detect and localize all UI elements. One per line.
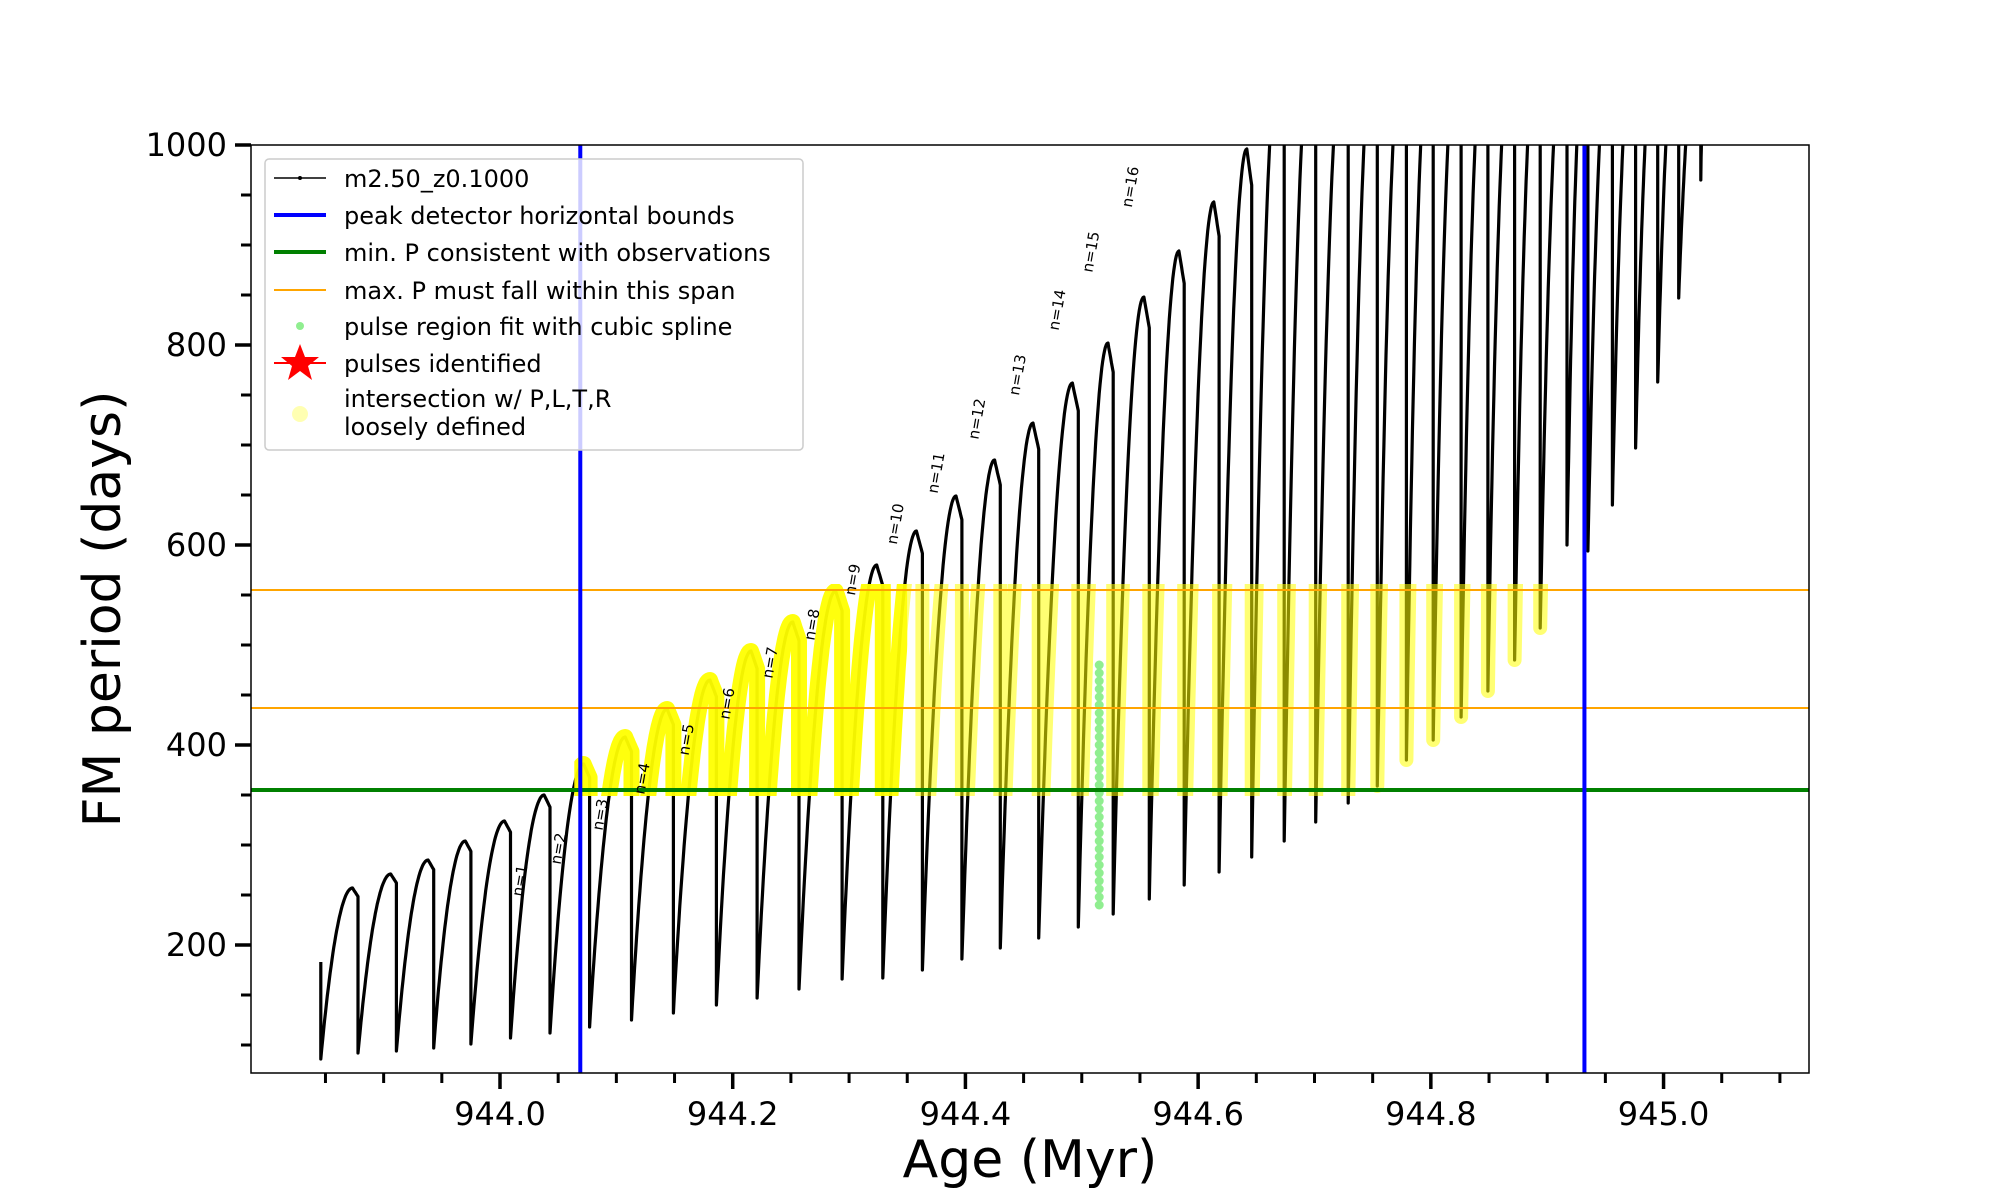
spline-point [1094, 724, 1104, 734]
x-tick-label: 944.0 [454, 1095, 546, 1133]
spline-point [1094, 740, 1104, 750]
pulse-label: n=4 [631, 761, 654, 795]
x-tick-label: 944.8 [1385, 1095, 1477, 1133]
axes: 944.0 944.2 944.4 944.6 944.8 945.0 200 400 600 8… [146, 126, 1782, 1133]
spline-point [1094, 900, 1104, 910]
spline-point [1094, 660, 1104, 670]
spline-point [1094, 844, 1104, 854]
x-tick-label: 944.4 [920, 1095, 1012, 1133]
legend-label: m2.50_z0.1000 [344, 165, 529, 193]
legend-label: loosely defined [344, 413, 526, 441]
pulse-label: n=1 [508, 863, 531, 897]
legend-label: intersection w/ P,L,T,R [344, 385, 611, 413]
spline-point [1094, 732, 1104, 742]
legend-entry-max-p: max. P must fall within this span [274, 277, 735, 305]
spline-point [1094, 796, 1104, 806]
legend-entry-intersection: intersection w/ P,L,T,R loosely defined [292, 385, 611, 441]
pulse-label: n=13 [1005, 353, 1030, 397]
legend-label: min. P consistent with observations [344, 239, 771, 267]
pulse-label: n=5 [675, 722, 698, 756]
y-tick-label: 800 [166, 326, 227, 364]
legend-entry-series: m2.50_z0.1000 [274, 165, 529, 193]
x-tick-label: 944.2 [687, 1095, 779, 1133]
legend-label: peak detector horizontal bounds [344, 202, 735, 230]
spline-point [1094, 828, 1104, 838]
pulse-label: n=6 [715, 686, 738, 720]
legend-box [264, 158, 804, 451]
pulse-label: n=10 [883, 502, 908, 546]
pulse-label: n=16 [1118, 165, 1143, 209]
pulse-label: n=11 [924, 451, 949, 495]
axes-frame [250, 144, 1810, 1074]
spline-point [1094, 684, 1104, 694]
pulse-label: n=12 [964, 397, 989, 441]
legend: m2.50_z0.1000 peak detector horizontal b… [264, 158, 804, 451]
spline-point [1094, 772, 1104, 782]
legend-entry-peak-bounds: peak detector horizontal bounds [274, 202, 735, 230]
y-tick-label: 1000 [146, 126, 227, 164]
spline-point [1094, 884, 1104, 894]
pulse-label: n=15 [1079, 230, 1104, 274]
legend-entry-min-p: min. P consistent with observations [274, 239, 771, 267]
y-tick-label: 200 [166, 926, 227, 964]
legend-circle-icon [292, 406, 308, 422]
spline-point [1094, 820, 1104, 830]
pulse-label: n=9 [841, 562, 864, 596]
y-tick-label: 600 [166, 526, 227, 564]
spline-point [1094, 804, 1104, 814]
star-icon [281, 344, 319, 380]
legend-entry-spline: pulse region fit with cubic spline [296, 313, 732, 341]
legend-entry-pulses: pulses identified [274, 344, 542, 380]
spline-point [1094, 764, 1104, 774]
spline-point [1094, 868, 1104, 878]
pulse-label: n=8 [800, 607, 823, 641]
x-tick-label: 945.0 [1618, 1095, 1710, 1133]
spline-point [1094, 836, 1104, 846]
spline-point [1094, 780, 1104, 790]
spline-point [1094, 876, 1104, 886]
plot-area: n=1 n=2 n=3 n=4 n=5 n=6 n=7 n=8 n=9 n=10 n=11 n=12 n… [251, 89, 1809, 1073]
pulse-label: n=17 [1154, 89, 1179, 133]
legend-marker-dot [298, 176, 302, 180]
spline-point [1094, 708, 1104, 718]
spline-point [1094, 716, 1104, 726]
x-tick-label: 944.6 [1152, 1095, 1244, 1133]
y-tick-label: 400 [166, 726, 227, 764]
spline-point [1094, 892, 1104, 902]
legend-label: pulse region fit with cubic spline [344, 313, 732, 341]
y-axis-label: FM period (days) [73, 391, 133, 828]
spline-point [1094, 692, 1104, 702]
legend-dot-icon [296, 322, 304, 330]
legend-label: max. P must fall within this span [344, 277, 735, 305]
legend-label: pulses identified [344, 350, 542, 378]
spline-point [1094, 756, 1104, 766]
spline-point [1094, 812, 1104, 822]
spline-point [1094, 852, 1104, 862]
pulse-label: n=14 [1045, 288, 1070, 332]
spline-point [1094, 748, 1104, 758]
pulse-label: n=7 [759, 645, 782, 679]
intersection-highlight [574, 584, 908, 796]
spline-point [1094, 676, 1104, 686]
pulse-label: n=3 [589, 797, 612, 831]
pulse-label: n=2 [547, 831, 570, 865]
spline-point [1094, 668, 1104, 678]
x-axis-label: Age (Myr) [903, 1130, 1158, 1190]
spline-point [1094, 860, 1104, 870]
